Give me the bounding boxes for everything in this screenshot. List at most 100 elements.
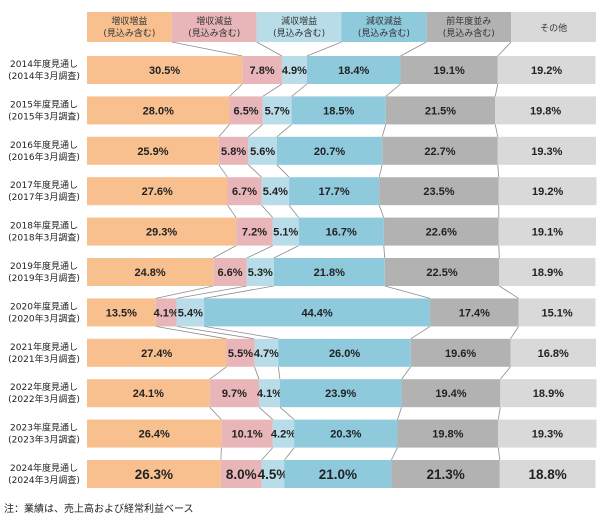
legend-label: その他 xyxy=(540,22,567,34)
bar-segment xyxy=(87,460,221,488)
row-label: 2015年度見通し xyxy=(10,98,78,110)
connector-line xyxy=(400,41,427,57)
row-sublabel: (2014年3月調査) xyxy=(8,70,80,82)
bar-value-label: 21.8% xyxy=(314,267,345,279)
row-sublabel: (2016年3月調査) xyxy=(8,151,80,163)
bar-segment xyxy=(498,419,597,448)
bar-value-label: 19.8% xyxy=(432,429,463,441)
bar-segment xyxy=(278,338,411,367)
bar-segment xyxy=(306,56,401,84)
row-sublabel: (2020年3月調査) xyxy=(8,312,80,324)
connector-line xyxy=(497,447,501,461)
bar-value-label: 30.5% xyxy=(149,65,180,77)
connector-line xyxy=(155,326,227,340)
bar-value-label: 4.7% xyxy=(254,348,279,360)
connector-line xyxy=(227,204,237,218)
legend-swatch xyxy=(171,12,257,42)
bar-segment xyxy=(229,96,263,125)
row-sublabel: (2015年3月調査) xyxy=(8,110,80,122)
connector-line xyxy=(381,124,387,137)
bar-segment xyxy=(498,217,596,246)
bar-segment xyxy=(87,338,227,367)
bar-segment xyxy=(499,460,596,488)
connector-line xyxy=(171,41,243,57)
bar-segment xyxy=(87,96,230,125)
bar-segment xyxy=(382,136,498,165)
legend-label: 前年度並み xyxy=(446,15,491,27)
bar-segment xyxy=(284,460,392,488)
connector-line xyxy=(209,366,227,380)
bar-segment xyxy=(384,258,500,286)
bar-value-label: 18.4% xyxy=(338,65,369,77)
bar-value-label: 5.4% xyxy=(178,307,203,319)
bar-segment xyxy=(204,298,431,327)
bar-value-label: 5.7% xyxy=(265,105,290,117)
bar-value-label: 5.5% xyxy=(228,348,253,360)
bar-value-label: 19.1% xyxy=(532,227,563,239)
bar-value-label: 20.7% xyxy=(314,146,345,158)
bar-value-label: 19.3% xyxy=(531,146,562,158)
connector-line xyxy=(410,326,431,340)
bar-value-label: 5.1% xyxy=(273,227,298,239)
bar-segment xyxy=(242,56,282,84)
legend-swatch xyxy=(511,12,596,42)
connector-line xyxy=(391,447,398,461)
bar-segment xyxy=(87,217,237,246)
bar-value-label: 4.9% xyxy=(282,65,307,77)
row-label: 2024年度見通し xyxy=(10,462,78,474)
bar-value-label: 19.2% xyxy=(531,65,562,77)
bar-segment xyxy=(294,419,398,448)
bar-value-label: 8.0% xyxy=(226,467,257,482)
bar-value-label: 26.4% xyxy=(139,429,170,441)
bar-value-label: 44.4% xyxy=(301,307,332,319)
bar-segment xyxy=(497,56,596,84)
bar-segment xyxy=(213,258,247,286)
connector-line xyxy=(401,366,412,380)
bar-value-label: 4.1% xyxy=(257,388,282,400)
bar-segment xyxy=(209,379,260,408)
bar-segment xyxy=(518,298,596,327)
legend-label: 増収増益 xyxy=(111,15,147,27)
connector-line xyxy=(155,285,214,299)
bar-segment xyxy=(227,177,262,206)
connector-line xyxy=(497,164,500,178)
bar-segment xyxy=(87,379,210,408)
connector-line xyxy=(378,205,385,218)
bar-value-label: 5.4% xyxy=(263,186,288,198)
connector-line xyxy=(248,164,262,178)
connector-line xyxy=(246,245,273,259)
connector-line xyxy=(510,326,519,340)
legend-label: 減収増益 xyxy=(281,15,317,27)
connector-line xyxy=(279,406,295,420)
bar-value-label: 5.8% xyxy=(221,146,246,158)
connector-line xyxy=(258,406,274,420)
bar-value-label: 6.6% xyxy=(217,267,242,279)
row-label: 2014年度見通し xyxy=(10,58,78,70)
bar-segment xyxy=(272,217,299,246)
bar-segment xyxy=(176,298,205,327)
bar-value-label: 5.6% xyxy=(250,146,275,158)
bar-segment xyxy=(291,96,386,125)
connector-line xyxy=(383,245,386,259)
bar-segment xyxy=(391,460,500,488)
bar-value-label: 26.0% xyxy=(329,348,360,360)
footnote: 注：業績は、売上高および経常利益ベース xyxy=(4,504,194,515)
bar-segment xyxy=(510,338,596,367)
connector-line xyxy=(497,407,501,420)
connector-line xyxy=(276,124,292,138)
bar-segment xyxy=(261,460,285,488)
connector-line xyxy=(499,366,511,380)
bar-value-label: 21.3% xyxy=(426,467,464,482)
connector-line xyxy=(248,124,263,138)
bar-segment xyxy=(379,177,499,206)
bar-value-label: 23.9% xyxy=(325,388,356,400)
bar-value-label: 17.7% xyxy=(319,186,350,198)
bar-value-label: 22.5% xyxy=(426,267,457,279)
legend-swatch xyxy=(87,12,172,42)
bar-segment xyxy=(289,177,380,206)
bar-segment xyxy=(276,136,383,165)
bar-value-label: 27.6% xyxy=(142,186,173,198)
bar-value-label: 19.4% xyxy=(435,388,466,400)
connector-line xyxy=(261,447,274,461)
